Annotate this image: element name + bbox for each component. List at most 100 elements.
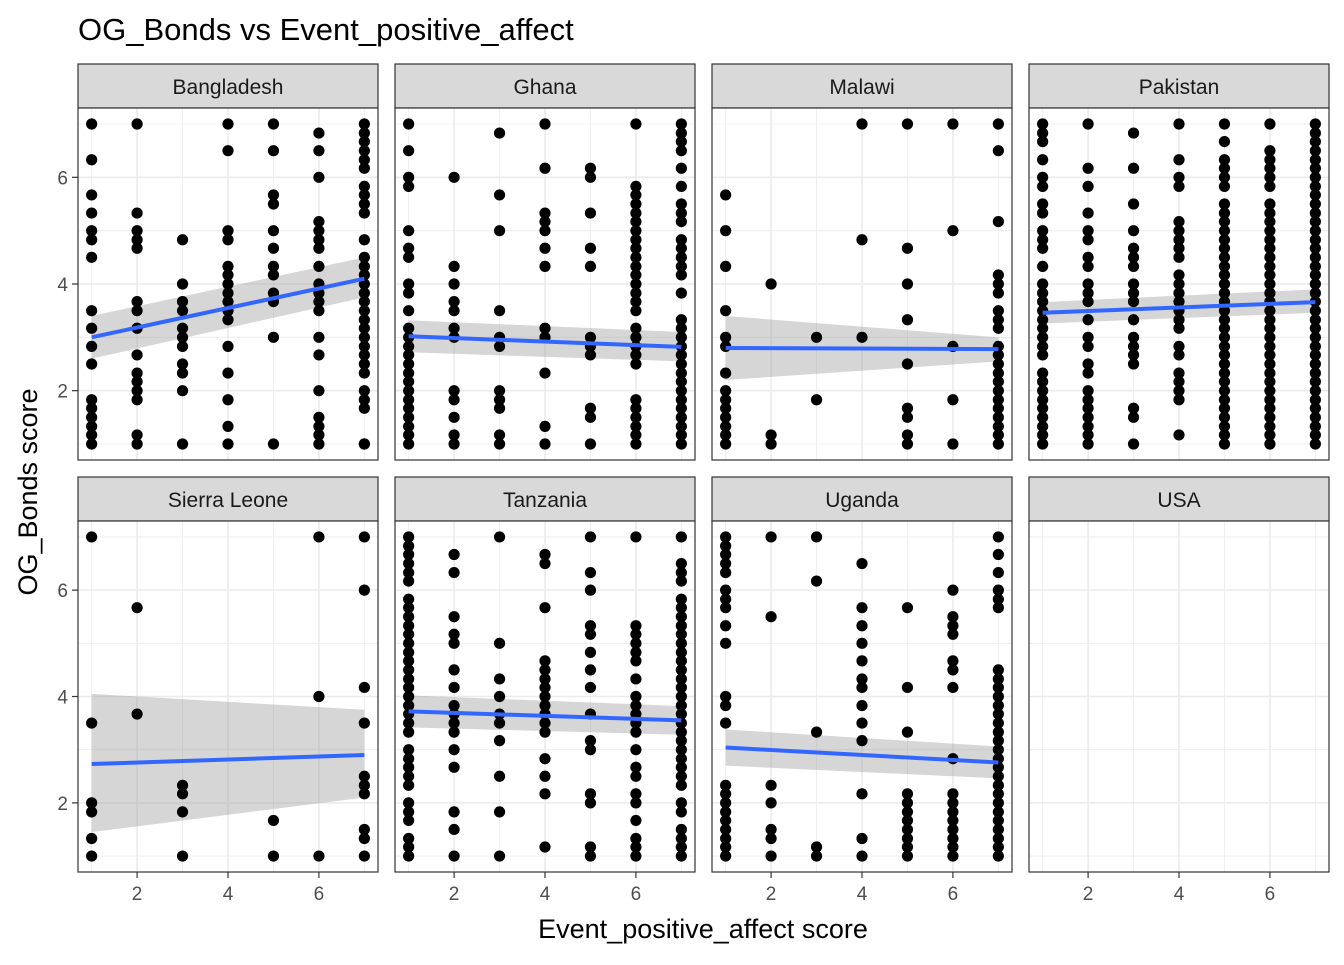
data-point [720, 260, 732, 272]
data-point [584, 646, 597, 658]
data-point [901, 278, 914, 290]
data-point [1127, 198, 1140, 210]
data-point [493, 305, 506, 317]
data-point [448, 566, 460, 579]
data-point [176, 305, 189, 317]
regression-line [725, 745, 999, 765]
data-point [1309, 349, 1321, 361]
data-point [947, 611, 959, 623]
data-point [675, 216, 687, 228]
data-point [493, 770, 506, 782]
data-point [1037, 349, 1049, 361]
facet-panel: USA 2 4 6 [1028, 476, 1330, 905]
data-point [856, 832, 868, 845]
data-point [403, 287, 415, 299]
data-point [1218, 314, 1231, 326]
data-point [1082, 340, 1094, 352]
data-point [86, 806, 98, 818]
data-point [675, 411, 687, 423]
data-point [1037, 154, 1049, 166]
data-point [358, 385, 370, 397]
data-point [1082, 287, 1094, 299]
data-point [992, 593, 1004, 605]
regression-line [725, 346, 999, 352]
data-point [313, 438, 325, 450]
data-point [1082, 260, 1094, 272]
data-point [1264, 340, 1276, 352]
data-point [448, 628, 460, 640]
data-point [358, 788, 370, 800]
data-point [403, 557, 415, 570]
data-point [267, 331, 280, 343]
data-point [267, 260, 280, 272]
data-point [358, 681, 370, 694]
data-point [584, 411, 597, 423]
data-point [493, 340, 506, 352]
data-point [1264, 305, 1276, 317]
x-axis-label: Event_positive_affect score [538, 914, 868, 944]
data-point [1218, 251, 1231, 263]
data-point [539, 602, 551, 614]
data-point [901, 402, 914, 414]
data-point [539, 717, 551, 729]
data-point [358, 394, 370, 406]
data-point [222, 287, 234, 299]
data-point [1309, 420, 1321, 432]
data-point [493, 127, 506, 139]
data-point [1127, 402, 1140, 414]
data-point [675, 127, 687, 139]
data-point [810, 726, 823, 738]
data-point [403, 611, 415, 623]
data-point [313, 216, 325, 228]
data-point [992, 735, 1004, 747]
data-point [1037, 180, 1049, 192]
data-point [630, 207, 642, 219]
data-point [313, 690, 325, 703]
data-point [222, 394, 234, 406]
data-point [448, 806, 460, 818]
data-point [358, 189, 370, 201]
data-point [947, 841, 959, 853]
regression-line [408, 709, 682, 723]
data-point [675, 655, 687, 667]
data-point [86, 394, 98, 406]
data-point [720, 584, 732, 596]
data-point [1264, 180, 1276, 192]
data-point [313, 420, 325, 432]
data-point [1264, 376, 1276, 388]
facet-panel: Bangladesh 2 4 6 [57, 63, 379, 461]
data-point [131, 367, 143, 379]
data-point [630, 814, 642, 827]
data-point [630, 402, 642, 414]
data-point [630, 429, 642, 441]
data-point [493, 225, 506, 237]
data-point [675, 322, 687, 334]
data-point [1309, 331, 1321, 343]
data-point [86, 717, 98, 729]
data-point [1037, 394, 1049, 406]
data-point [765, 611, 777, 623]
data-point [992, 322, 1004, 334]
data-point [675, 394, 687, 406]
data-point [856, 735, 868, 747]
data-point [1264, 322, 1276, 334]
data-point [901, 841, 914, 853]
data-point [131, 385, 143, 397]
data-point [947, 832, 959, 845]
data-point [358, 584, 370, 596]
data-point [1127, 331, 1140, 343]
data-point [992, 699, 1004, 712]
data-point [1264, 411, 1276, 423]
data-point [992, 584, 1004, 596]
data-point [947, 394, 959, 406]
data-point [131, 708, 143, 720]
data-point [584, 531, 597, 543]
data-point [1037, 367, 1049, 379]
data-point [720, 637, 732, 649]
data-point [675, 429, 687, 441]
data-point [313, 531, 325, 543]
data-point [720, 305, 732, 317]
data-point [403, 367, 415, 379]
data-point [765, 832, 777, 845]
data-point [1037, 402, 1049, 414]
